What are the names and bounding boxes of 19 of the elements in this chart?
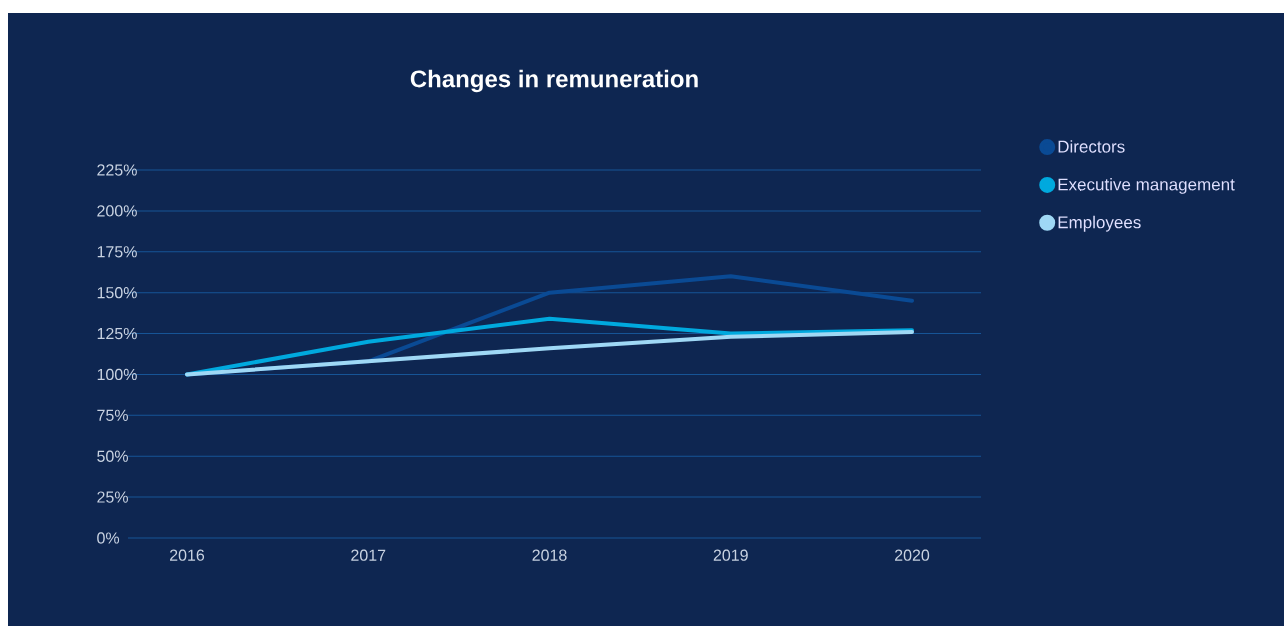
y-tick-label: 225% bbox=[97, 164, 137, 176]
y-tick-label: 0% bbox=[97, 532, 120, 544]
x-tick-label: 2020 bbox=[895, 549, 930, 561]
y-tick-label: 200% bbox=[97, 205, 137, 217]
legend-label: Directors bbox=[1058, 140, 1125, 153]
y-tick-label: 125% bbox=[97, 327, 137, 340]
x-tick-label: 2019 bbox=[713, 549, 748, 561]
x-tick-label: 2018 bbox=[532, 549, 567, 561]
y-tick-label: 50% bbox=[97, 450, 128, 462]
y-tick-label: 150% bbox=[97, 287, 137, 299]
y-tick-label: 100% bbox=[97, 368, 137, 381]
x-tick-label: 2016 bbox=[170, 549, 205, 561]
x-tick-label: 2017 bbox=[351, 549, 386, 561]
legend-label: Employees bbox=[1058, 215, 1141, 232]
legend-label: Executive management bbox=[1058, 178, 1235, 194]
y-tick-label: 75% bbox=[97, 409, 128, 421]
y-tick-label: 175% bbox=[97, 246, 137, 258]
y-tick-label: 25% bbox=[97, 491, 128, 503]
chart-title: Changes in remuneration bbox=[410, 69, 698, 93]
